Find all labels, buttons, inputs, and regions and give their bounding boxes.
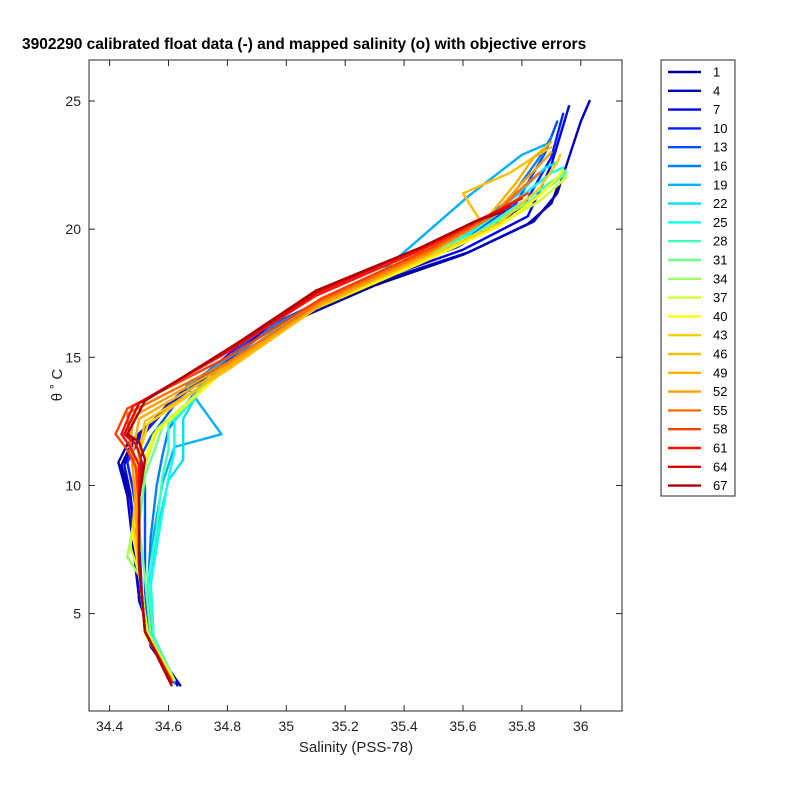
legend-label-25: 25 — [713, 215, 727, 230]
series-layer — [114, 99, 591, 687]
legend-label-7: 7 — [713, 102, 720, 117]
legend-label-49: 49 — [713, 365, 727, 380]
legend-label-10: 10 — [713, 121, 727, 136]
ticks-layer: 34.4 34.6 34.8 35 35.2 35.4 35.6 35.8 36 5 10 15 20 2… — [65, 60, 622, 734]
legend-label-43: 43 — [713, 328, 727, 343]
legend-label-55: 55 — [713, 403, 727, 418]
x-tick-label: 35.2 — [332, 718, 359, 734]
legend-label-13: 13 — [713, 140, 727, 155]
legend-label-28: 28 — [713, 234, 727, 249]
chart-title: 3902290 calibrated float data (-) and ma… — [22, 36, 587, 53]
x-tick-label: 34.4 — [96, 718, 123, 734]
legend-label-40: 40 — [713, 309, 727, 324]
legend-label-46: 46 — [713, 347, 727, 362]
legend-label-16: 16 — [713, 159, 727, 174]
y-tick-label: 25 — [65, 93, 81, 109]
legend: 1 4 7 10 13 16 19 22 25 28 31 34 37 40 43 46 49 52 55 58 61 6… — [660, 59, 736, 497]
legend-label-64: 64 — [713, 459, 727, 474]
legend-label-52: 52 — [713, 384, 727, 399]
x-tick-label: 35.4 — [390, 718, 417, 734]
x-tick-label: 35.6 — [449, 718, 476, 734]
y-tick-label: 20 — [65, 221, 81, 237]
y-axis-label: θ ˚ C — [49, 369, 66, 402]
legend-label-37: 37 — [713, 290, 727, 305]
x-tick-label: 34.6 — [155, 718, 182, 734]
legend-label-34: 34 — [713, 271, 727, 286]
y-tick-label: 10 — [65, 477, 81, 493]
legend-label-31: 31 — [713, 253, 727, 268]
legend-label-67: 67 — [713, 478, 727, 493]
x-tick-label: 34.8 — [214, 718, 241, 734]
x-axis-label: Salinity (PSS-78) — [299, 739, 413, 756]
legend-label-58: 58 — [713, 422, 727, 437]
x-tick-label: 35 — [279, 718, 295, 734]
x-tick-label: 35.8 — [508, 718, 535, 734]
plot-area — [88, 59, 623, 712]
series-line-67 — [126, 209, 506, 687]
legend-label-1: 1 — [713, 65, 720, 80]
legend-label-4: 4 — [713, 83, 720, 98]
x-tick-label: 36 — [573, 718, 589, 734]
legend-label-61: 61 — [713, 441, 727, 456]
legend-label-19: 19 — [713, 177, 727, 192]
y-tick-label: 5 — [73, 606, 81, 622]
legend-label-22: 22 — [713, 196, 727, 211]
y-tick-label: 15 — [65, 349, 81, 365]
